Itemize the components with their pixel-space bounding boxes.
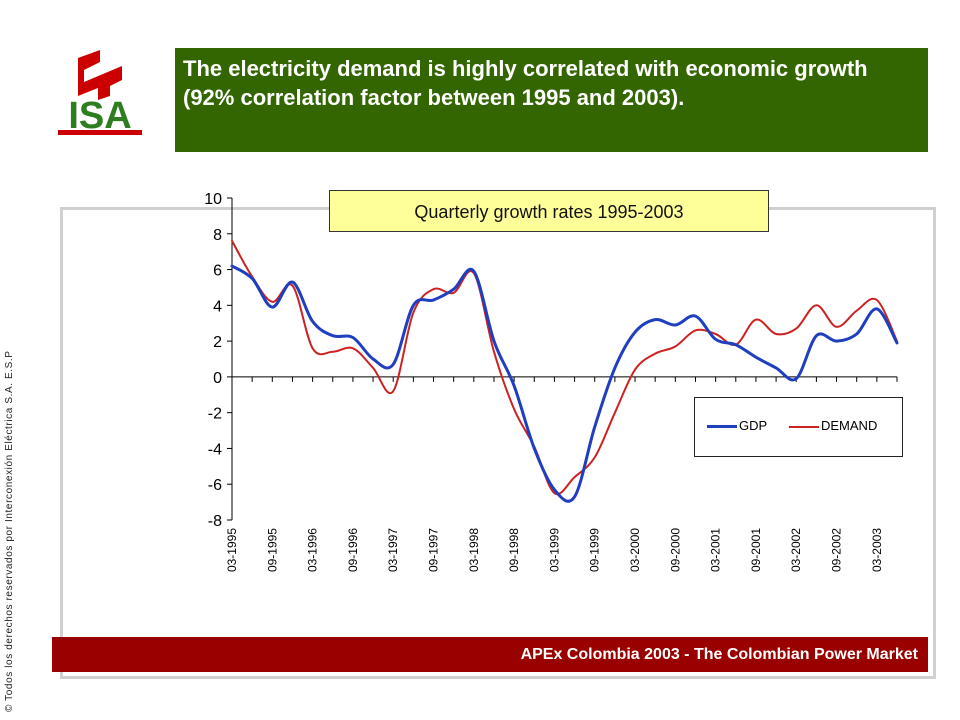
copyright-note: © Todos los derechos reservados por Inte…: [4, 350, 15, 712]
legend-swatch-gdp: [707, 425, 737, 429]
chart-legend: GDP DEMAND: [694, 397, 903, 457]
y-tick-label: 8: [213, 227, 222, 244]
x-tick-label: 03-1995: [225, 528, 239, 572]
x-tick-label: 09-2002: [830, 528, 844, 572]
isa-logo: ISA: [52, 44, 148, 148]
y-tick-label: 2: [213, 334, 222, 351]
y-tick-label: 10: [204, 191, 222, 208]
x-tick-label: 03-1998: [467, 528, 481, 572]
chart-title: Quarterly growth rates 1995-2003: [329, 190, 769, 232]
legend-item-demand: DEMAND: [789, 418, 877, 434]
page-title: The electricity demand is highly correla…: [175, 48, 928, 152]
x-tick-label: 09-1999: [588, 528, 602, 572]
x-tick-label: 09-2000: [668, 528, 682, 572]
legend-label-gdp: GDP: [739, 418, 768, 433]
y-tick-label: -4: [208, 441, 222, 458]
x-tick-label: 03-1999: [547, 528, 561, 572]
y-tick-label: 6: [213, 263, 222, 280]
y-tick-label: -8: [208, 513, 222, 530]
y-tick-label: 4: [213, 298, 222, 315]
footer-banner: APEx Colombia 2003 - The Colombian Power…: [52, 637, 928, 672]
x-tick-label: 03-2001: [709, 528, 723, 572]
chart-axes: 10 8 6 4 2 0 -2 -4 -6 -803-1995 09-1995 03-1996 09-1…: [204, 191, 898, 572]
x-tick-label: 09-1998: [507, 528, 521, 572]
x-tick-label: 09-1997: [427, 528, 441, 572]
logo-graphic: ISA: [58, 50, 142, 137]
chart-series: [230, 239, 899, 503]
logo-text: ISA: [68, 95, 131, 137]
legend-item-gdp: GDP: [707, 418, 767, 434]
y-tick-label: 0: [213, 370, 222, 387]
logo-red-underline: [58, 130, 142, 135]
legend-swatch-demand: [789, 425, 819, 428]
x-tick-label: 03-1997: [386, 528, 400, 572]
y-tick-label: -6: [208, 477, 222, 494]
x-tick-label: 09-1995: [265, 528, 279, 572]
x-tick-label: 03-2000: [628, 528, 642, 572]
x-tick-label: 09-2001: [749, 528, 763, 572]
legend-label-demand: DEMAND: [821, 418, 878, 433]
x-tick-label: 09-1996: [346, 528, 360, 572]
series-line-gdp: [230, 264, 899, 503]
x-tick-label: 03-2003: [870, 528, 884, 572]
y-tick-label: -2: [208, 406, 222, 423]
logo-red-bolt: [78, 50, 122, 100]
x-tick-label: 03-2002: [789, 528, 803, 572]
x-tick-label: 03-1996: [306, 528, 320, 572]
